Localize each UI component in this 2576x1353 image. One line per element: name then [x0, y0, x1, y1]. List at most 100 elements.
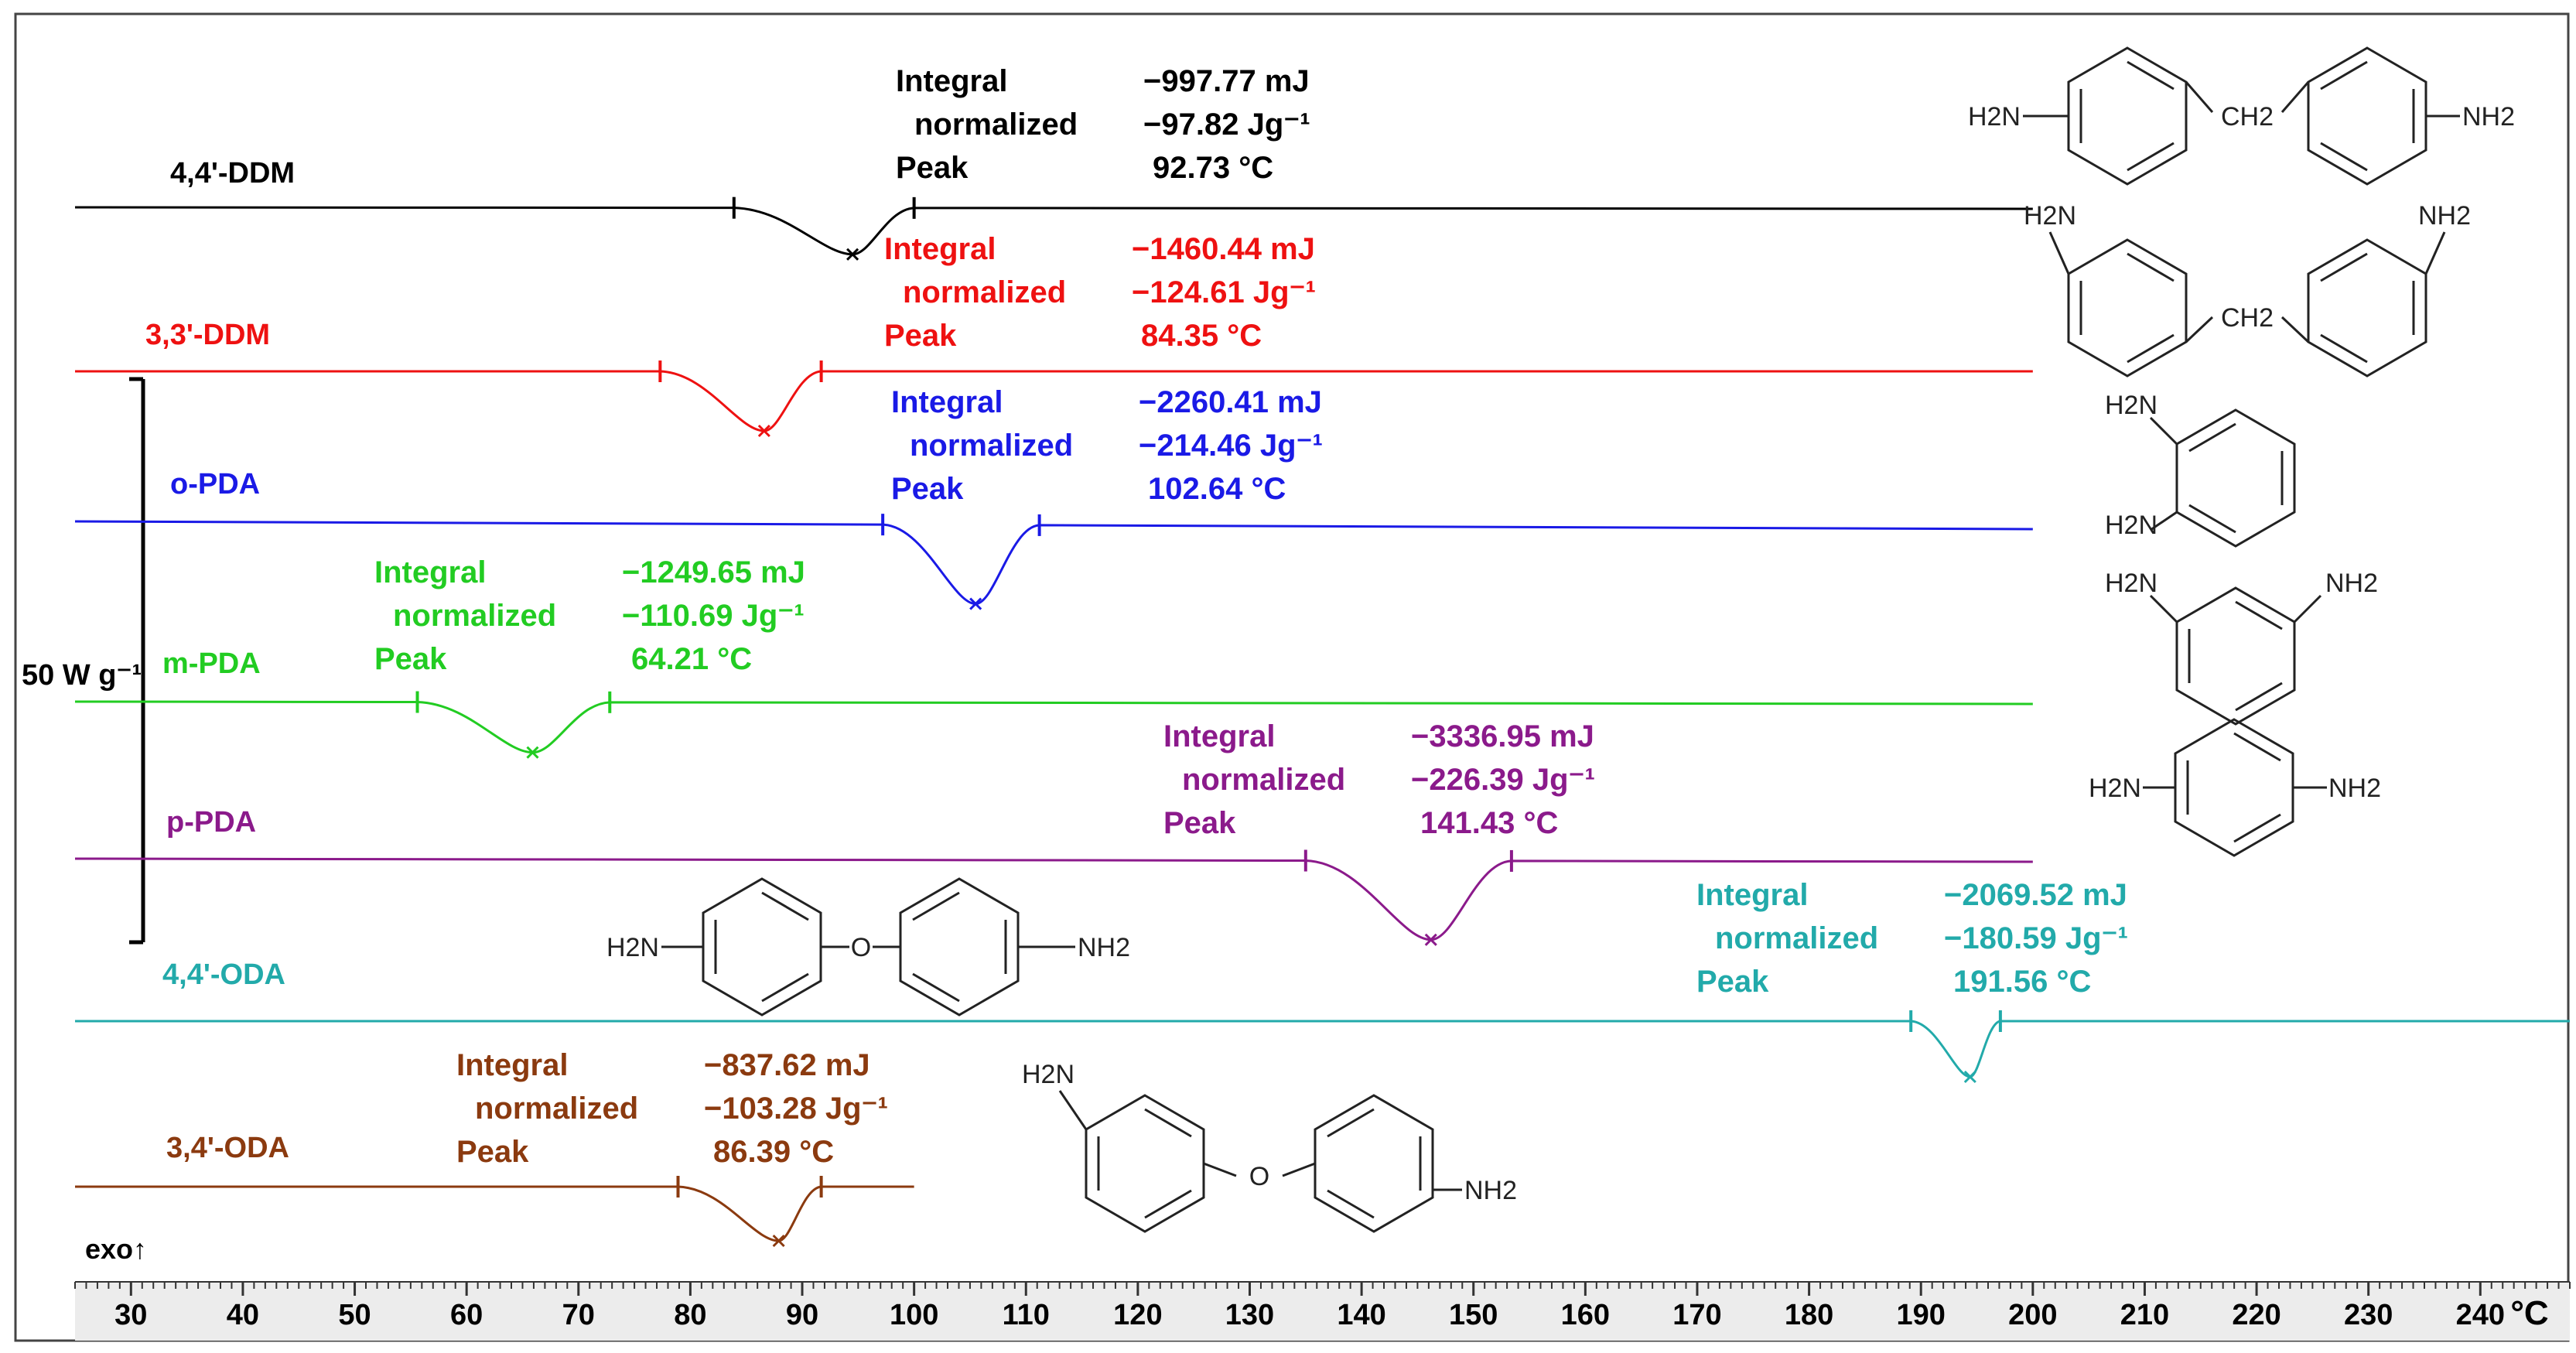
annotation-normalized-label: normalized [393, 599, 556, 633]
label-layer: 4,4'-DDM Integral −997.77 mJ normalized −97.… [145, 64, 2128, 1169]
annotation-normalized-label: normalized [1182, 763, 1345, 797]
svg-text:H2N: H2N [606, 933, 659, 962]
x-tick-label: 90 [786, 1299, 818, 1331]
peak-marker [526, 746, 539, 759]
x-tick-label: 70 [562, 1299, 595, 1331]
annotation-normalized-label: normalized [910, 429, 1073, 463]
amine-label: NH2 [2462, 102, 2515, 132]
annotation-integral-value: −1460.44 mJ [1132, 232, 1315, 266]
annotation-peak-label: Peak [891, 472, 964, 506]
series-name-label: 3,4'-ODA [166, 1132, 289, 1164]
peak-marker [1424, 933, 1437, 946]
peak-marker [757, 424, 770, 438]
annotation-normalized-label: normalized [1715, 921, 1878, 955]
annotation-integral-label: Integral [1696, 878, 1808, 912]
series-4 [74, 849, 2033, 946]
peak-marker [1963, 1070, 1976, 1084]
x-tick-label: 30 [114, 1299, 147, 1331]
structure-33ddm: H2N CH2 NH2 [2024, 201, 2471, 378]
series-name-label: 4,4'-ODA [162, 958, 285, 991]
annotation-peak-value: 86.39 °C [713, 1135, 834, 1169]
annotation-normalized-label: normalized [914, 108, 1078, 142]
svg-text:NH2: NH2 [1078, 933, 1130, 962]
x-tick-label: 50 [338, 1299, 371, 1331]
svg-text:CH2: CH2 [2221, 303, 2274, 333]
figure-border [14, 12, 2570, 1342]
structure-44oda: H2N O NH2 [606, 877, 1130, 1016]
annotation-peak-value: 84.35 °C [1141, 319, 1262, 353]
series-5 [75, 1010, 2570, 1084]
x-tick-label: 140 [1337, 1299, 1385, 1331]
scale-bar-label: 50 W g⁻¹ [22, 659, 142, 692]
svg-text:NH2: NH2 [2418, 201, 2471, 231]
annotation-peak-label: Peak [456, 1135, 529, 1169]
series-6 [75, 1176, 914, 1248]
dsc-curve [74, 700, 2033, 754]
annotation-normalized-label: normalized [475, 1092, 638, 1126]
svg-text:O: O [1249, 1162, 1269, 1191]
structure-44ddm: H2N CH2 NH2 [1968, 46, 2515, 186]
dsc-curve [75, 370, 2033, 432]
annotation-normalized-value: −226.39 Jg⁻¹ [1411, 763, 1595, 797]
benzene-ring-left [2067, 46, 2188, 186]
annotation-normalized-value: −110.69 Jg⁻¹ [622, 599, 805, 633]
x-tick-label: 40 [227, 1299, 259, 1331]
annotation-peak-label: Peak [1696, 965, 1769, 999]
annotation-peak-label: Peak [884, 319, 957, 353]
annotation-normalized-value: −103.28 Jg⁻¹ [704, 1092, 888, 1126]
annotation-integral-value: −3336.95 mJ [1411, 719, 1594, 753]
series-name-label: o-PDA [170, 468, 260, 501]
x-tick-label: 190 [1897, 1299, 1946, 1331]
dsc-curve [74, 206, 2033, 256]
annotation-integral-value: −837.62 mJ [704, 1048, 870, 1082]
series-name-label: p-PDA [166, 806, 256, 839]
annotation-integral-label: Integral [891, 385, 1003, 419]
x-tick-label: 150 [1449, 1299, 1498, 1331]
x-tick-label: 230 [2344, 1299, 2393, 1331]
annotation-integral-value: −2069.52 mJ [1944, 878, 2127, 912]
structure-34oda: H2N O NH2 [1022, 1060, 1517, 1233]
x-tick-label: 60 [450, 1299, 483, 1331]
x-tick-label: 240 [2456, 1299, 2505, 1331]
svg-text:H2N: H2N [2105, 391, 2157, 420]
x-tick-label: 80 [674, 1299, 706, 1331]
series-1 [75, 360, 2033, 438]
methylene-label: CH2 [2221, 102, 2274, 132]
x-tick-label: 180 [1785, 1299, 1833, 1331]
annotation-peak-value: 64.21 °C [631, 642, 752, 676]
x-tick-label: 200 [2008, 1299, 2057, 1331]
annotation-peak-label: Peak [896, 151, 969, 185]
dsc-curve [75, 1020, 2570, 1078]
x-tick-label: 120 [1113, 1299, 1162, 1331]
series-2 [74, 514, 2033, 610]
svg-text:NH2: NH2 [1464, 1176, 1517, 1205]
annotation-integral-label: Integral [896, 64, 1007, 98]
annotation-peak-label: Peak [1163, 806, 1236, 840]
svg-text:H2N: H2N [2024, 201, 2076, 231]
annotation-normalized-value: −180.59 Jg⁻¹ [1944, 921, 2128, 955]
svg-text:H2N: H2N [2105, 569, 2157, 598]
annotation-integral-value: −2260.41 mJ [1139, 385, 1322, 419]
svg-text:H2N: H2N [1022, 1060, 1074, 1089]
annotation-peak-value: 191.56 °C [1953, 965, 2091, 999]
x-axis-tick-labels: 30 40 50 60 70 80 90 100 110 120 130 140 150 160 170 18… [114, 1299, 2505, 1331]
peak-marker [772, 1234, 785, 1248]
annotation-normalized-value: −124.61 Jg⁻¹ [1132, 275, 1316, 309]
exo-label: exo↑ [85, 1233, 147, 1265]
x-tick-label: 210 [2120, 1299, 2169, 1331]
x-tick-label: 220 [2232, 1299, 2280, 1331]
x-tick-label: 100 [890, 1299, 938, 1331]
annotation-normalized-label: normalized [903, 275, 1066, 309]
peak-marker [846, 248, 859, 261]
series-name-label: m-PDA [162, 647, 261, 680]
annotation-integral-label: Integral [884, 232, 996, 266]
annotation-peak-value: 141.43 °C [1420, 806, 1558, 840]
annotation-integral-label: Integral [1163, 719, 1275, 753]
series-0 [74, 196, 2033, 261]
structure-opda: H2N H2N [2105, 391, 2296, 548]
series-layer [74, 196, 2570, 1248]
svg-text:NH2: NH2 [2325, 569, 2378, 598]
x-tick-label: 170 [1672, 1299, 1721, 1331]
annotation-integral-label: Integral [374, 555, 486, 589]
dsc-curve [75, 1185, 914, 1242]
